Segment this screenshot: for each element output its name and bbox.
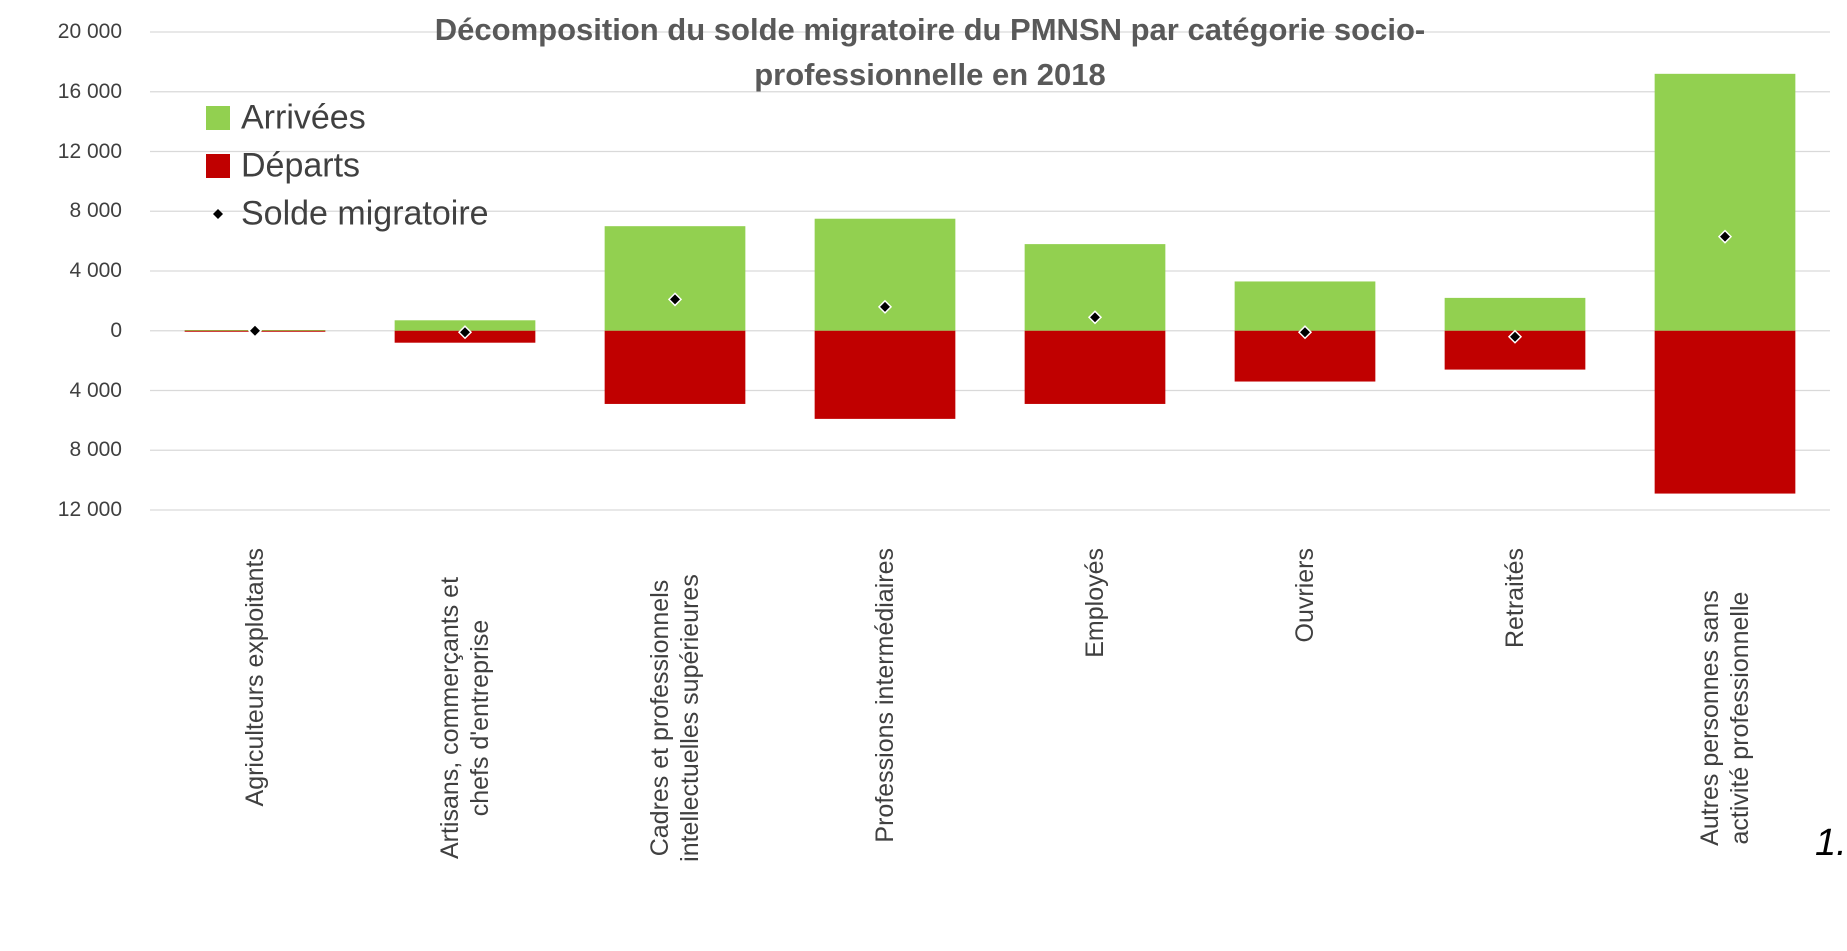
bar [1024, 330, 1166, 404]
solde-marker [457, 325, 473, 340]
annotation: 1. [1815, 822, 1847, 864]
y-tick-label: 4 000 [69, 378, 122, 402]
legend-swatch [206, 106, 230, 130]
legend-swatch [213, 209, 223, 219]
bar [1234, 281, 1376, 331]
bar [1654, 330, 1796, 494]
x-tick-label: Retraités [1501, 548, 1529, 649]
solde-marker [1297, 325, 1313, 340]
bar [1654, 73, 1796, 331]
y-tick-label: 12 000 [57, 498, 122, 521]
bar [604, 330, 746, 404]
solde-marker [1507, 329, 1523, 344]
solde-marker [877, 299, 893, 314]
x-tick-label: Professions intermédiaires [871, 548, 899, 843]
bar [814, 218, 956, 331]
legend-label: Départs [241, 146, 361, 185]
solde-marker [247, 323, 263, 338]
bar [1444, 297, 1586, 331]
solde-marker [1087, 310, 1103, 325]
legend-label: Arrivées [241, 98, 366, 137]
x-tick-label: Ouvriers [1291, 548, 1319, 643]
x-tick-label: Agriculteurs exploitants [241, 548, 269, 807]
solde-marker [1717, 229, 1733, 244]
chart-title: Décomposition du solde migratoire du PMN… [434, 12, 1426, 92]
x-tick-label: Artisans, commerçants et chefs d'entrepr… [436, 576, 494, 860]
y-tick-label: 0 [110, 318, 122, 342]
legend-label: Solde migratoire [241, 194, 489, 233]
x-tick-label: Autres personnes sans activité professio… [1696, 590, 1754, 846]
solde-marker [667, 292, 683, 307]
y-tick-label: 4 000 [69, 259, 122, 282]
legend-swatch [206, 154, 230, 178]
y-tick-label: 8 000 [69, 438, 122, 462]
y-tick-label: 12 000 [57, 139, 122, 163]
y-tick-label: 20 000 [57, 20, 122, 43]
y-tick-label: 16 000 [57, 79, 122, 103]
bar [604, 226, 746, 331]
x-tick-label: Cadres et professionnels intellectuelles… [646, 574, 704, 862]
x-tick-label: Employés [1081, 548, 1109, 658]
bar [814, 330, 956, 419]
y-tick-label: 8 000 [69, 199, 122, 223]
